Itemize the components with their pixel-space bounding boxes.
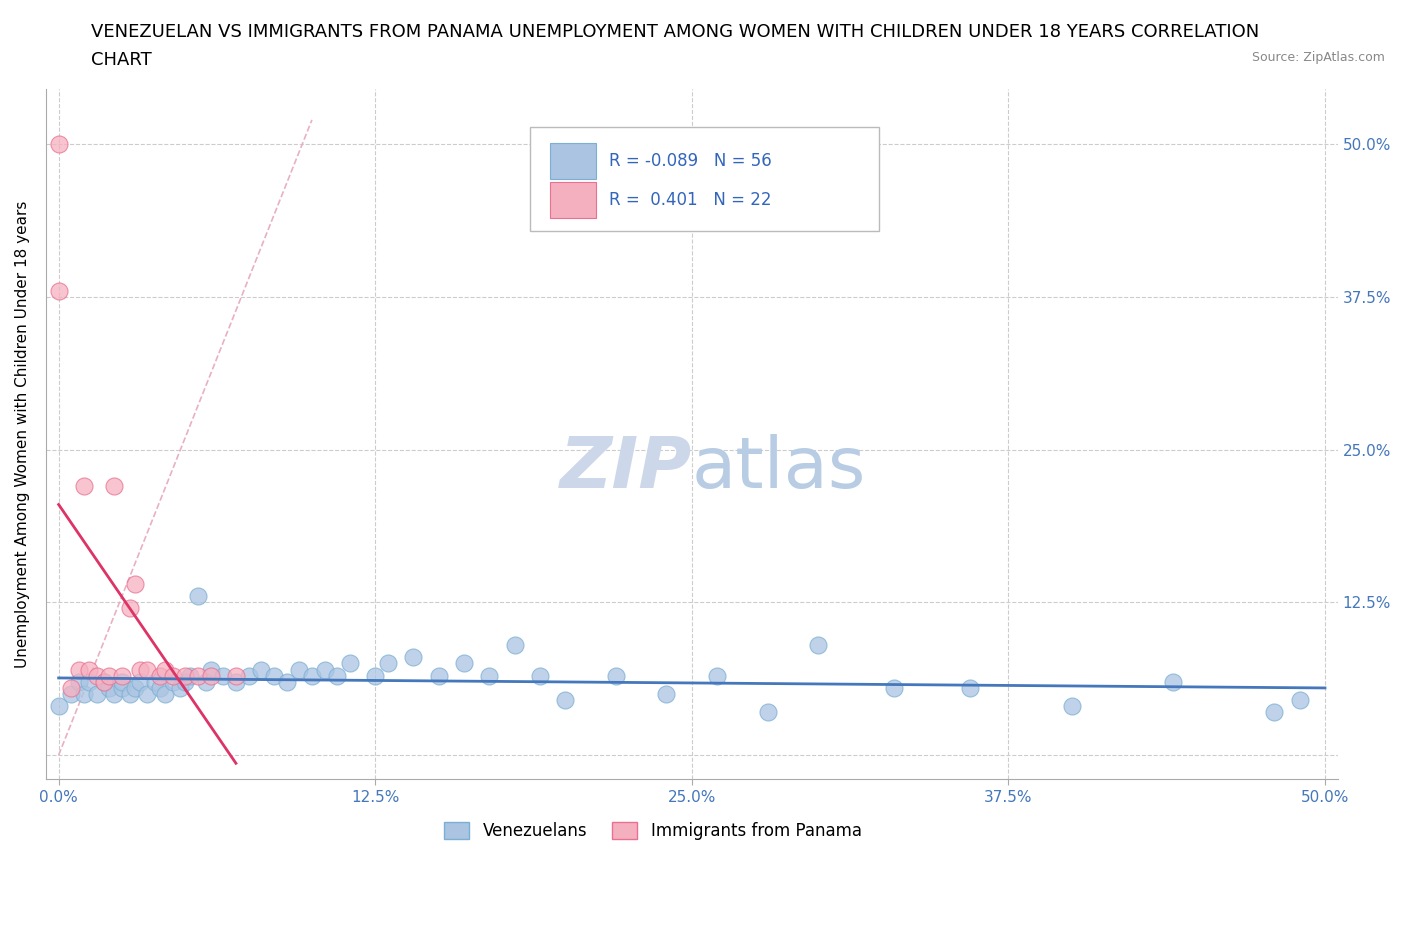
Point	[111, 681, 134, 696]
Point	[136, 662, 159, 677]
Point	[339, 656, 361, 671]
Point	[77, 662, 100, 677]
Point	[98, 669, 121, 684]
Point	[149, 681, 172, 696]
Text: CHART: CHART	[91, 51, 152, 69]
Point	[73, 686, 96, 701]
Point	[326, 669, 349, 684]
Point	[314, 662, 336, 677]
Point	[48, 698, 70, 713]
Point	[174, 674, 197, 689]
Point	[377, 656, 399, 671]
Text: VENEZUELAN VS IMMIGRANTS FROM PANAMA UNEMPLOYMENT AMONG WOMEN WITH CHILDREN UNDE: VENEZUELAN VS IMMIGRANTS FROM PANAMA UNE…	[91, 23, 1260, 41]
Text: Source: ZipAtlas.com: Source: ZipAtlas.com	[1251, 51, 1385, 64]
Point	[605, 669, 627, 684]
Point	[86, 669, 108, 684]
Point	[153, 686, 176, 701]
Point	[67, 662, 90, 677]
Point	[187, 669, 209, 684]
Point	[60, 686, 83, 701]
Point	[48, 137, 70, 152]
Point	[807, 638, 830, 653]
Point	[478, 669, 501, 684]
Text: R = -0.089   N = 56: R = -0.089 N = 56	[609, 153, 772, 170]
Point	[276, 674, 298, 689]
Point	[124, 681, 146, 696]
Text: R =  0.401   N = 22: R = 0.401 N = 22	[609, 191, 772, 209]
Point	[86, 686, 108, 701]
FancyBboxPatch shape	[550, 143, 596, 179]
Point	[111, 674, 134, 689]
FancyBboxPatch shape	[530, 127, 879, 231]
Legend: Venezuelans, Immigrants from Panama: Venezuelans, Immigrants from Panama	[437, 816, 869, 847]
Point	[554, 693, 576, 708]
Point	[162, 669, 184, 684]
Point	[301, 669, 323, 684]
Point	[1060, 698, 1083, 713]
Point	[756, 705, 779, 720]
FancyBboxPatch shape	[550, 182, 596, 218]
Point	[250, 662, 273, 677]
Point	[238, 669, 260, 684]
Point	[174, 669, 197, 684]
Point	[149, 669, 172, 684]
Point	[194, 674, 217, 689]
Point	[128, 662, 150, 677]
Point	[225, 674, 247, 689]
Point	[103, 479, 125, 494]
Point	[200, 669, 222, 684]
Point	[1288, 693, 1310, 708]
Point	[118, 686, 141, 701]
Point	[402, 650, 425, 665]
Text: ZIP: ZIP	[560, 434, 692, 503]
Point	[118, 601, 141, 616]
Point	[169, 681, 191, 696]
Point	[93, 674, 115, 689]
Y-axis label: Unemployment Among Women with Children Under 18 years: Unemployment Among Women with Children U…	[15, 201, 30, 668]
Point	[1161, 674, 1184, 689]
Point	[263, 669, 285, 684]
Point	[187, 589, 209, 604]
Point	[212, 669, 235, 684]
Point	[655, 686, 678, 701]
Point	[162, 674, 184, 689]
Point	[179, 669, 201, 684]
Point	[706, 669, 728, 684]
Point	[128, 674, 150, 689]
Point	[93, 674, 115, 689]
Point	[98, 681, 121, 696]
Point	[67, 674, 90, 689]
Point	[73, 479, 96, 494]
Point	[529, 669, 551, 684]
Point	[103, 686, 125, 701]
Point	[427, 669, 450, 684]
Point	[288, 662, 311, 677]
Point	[48, 284, 70, 299]
Point	[124, 577, 146, 591]
Point	[77, 674, 100, 689]
Point	[364, 669, 387, 684]
Point	[503, 638, 526, 653]
Point	[60, 681, 83, 696]
Point	[959, 681, 981, 696]
Point	[136, 686, 159, 701]
Text: atlas: atlas	[692, 434, 866, 503]
Point	[883, 681, 905, 696]
Point	[111, 669, 134, 684]
Point	[153, 662, 176, 677]
Point	[453, 656, 475, 671]
Point	[143, 674, 166, 689]
Point	[200, 662, 222, 677]
Point	[1263, 705, 1285, 720]
Point	[225, 669, 247, 684]
